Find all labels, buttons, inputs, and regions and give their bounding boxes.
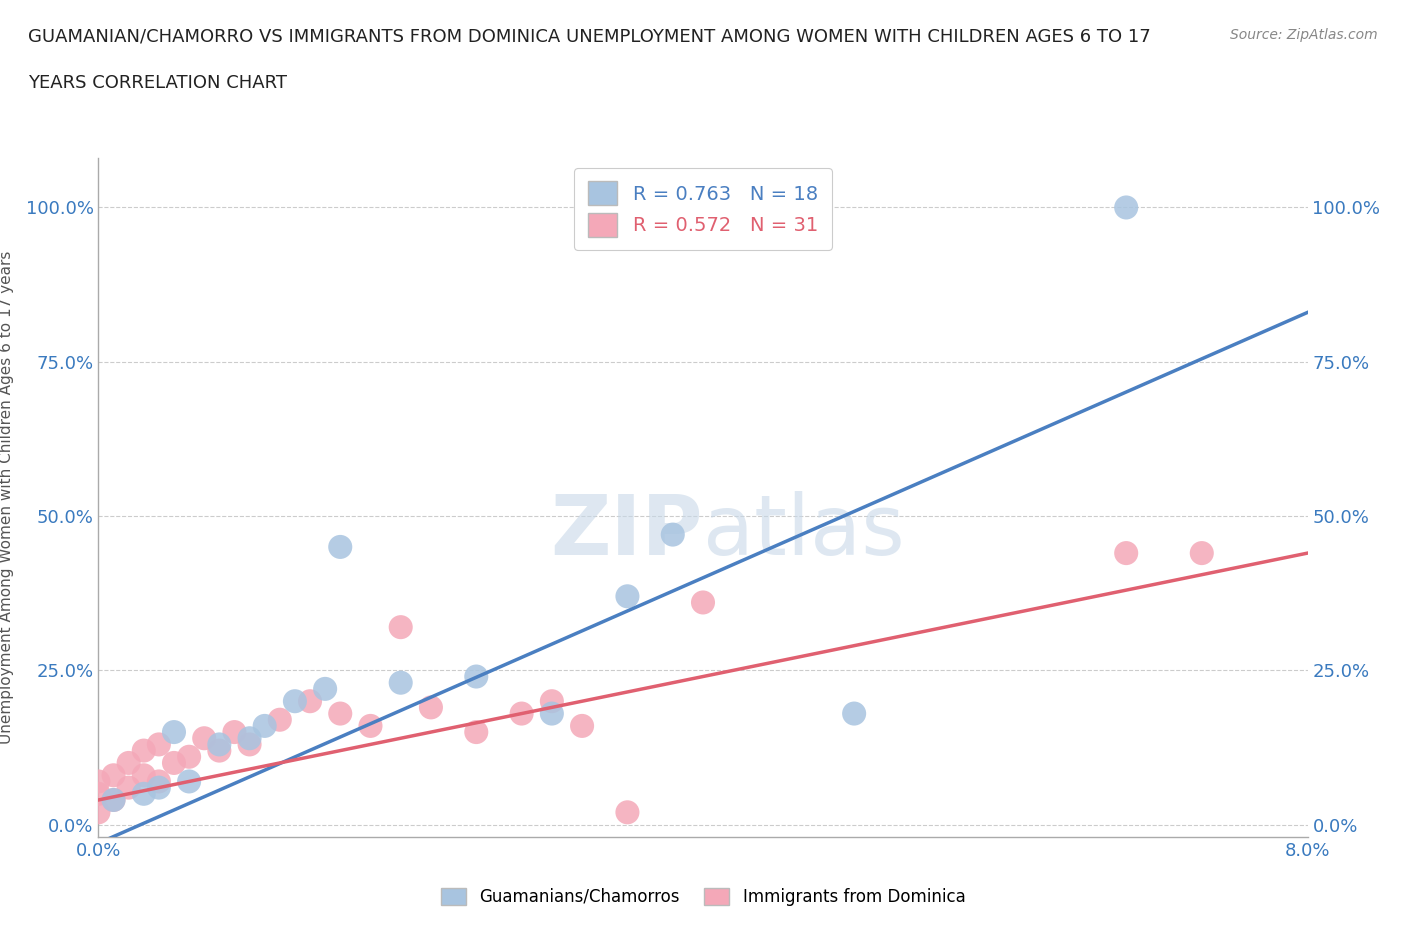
Point [1191,546,1213,561]
Point [571,719,593,734]
Point [132,743,155,758]
Point [132,768,155,783]
Text: Source: ZipAtlas.com: Source: ZipAtlas.com [1230,28,1378,42]
Point [179,750,201,764]
Point [132,787,155,802]
Legend: R = 0.763   N = 18, R = 0.572   N = 31: R = 0.763 N = 18, R = 0.572 N = 31 [575,167,831,250]
Point [329,539,352,554]
Point [87,804,110,819]
Point [510,706,533,721]
Point [1115,546,1137,561]
Point [253,719,276,734]
Text: GUAMANIAN/CHAMORRO VS IMMIGRANTS FROM DOMINICA UNEMPLOYMENT AMONG WOMEN WITH CHI: GUAMANIAN/CHAMORRO VS IMMIGRANTS FROM DO… [28,28,1152,46]
Point [1115,200,1137,215]
Point [239,737,262,751]
Point [103,792,125,807]
Point [389,619,412,634]
Point [692,595,714,610]
Point [662,527,685,542]
Point [163,724,186,739]
Point [465,669,488,684]
Point [420,700,443,715]
Point [224,724,246,739]
Point [541,706,564,721]
Point [208,737,231,751]
Point [616,589,638,604]
Point [148,780,170,795]
Point [103,768,125,783]
Point [269,712,291,727]
Y-axis label: Unemployment Among Women with Children Ages 6 to 17 years: Unemployment Among Women with Children A… [0,251,14,744]
Legend: Guamanians/Chamorros, Immigrants from Dominica: Guamanians/Chamorros, Immigrants from Do… [434,881,972,912]
Point [299,694,322,709]
Point [148,774,170,789]
Point [118,780,141,795]
Point [87,774,110,789]
Point [541,694,564,709]
Point [179,774,201,789]
Point [103,792,125,807]
Text: atlas: atlas [703,491,904,572]
Point [193,731,215,746]
Point [118,755,141,770]
Point [284,694,307,709]
Point [163,755,186,770]
Point [208,743,231,758]
Point [616,804,638,819]
Point [329,706,352,721]
Point [148,737,170,751]
Text: ZIP: ZIP [551,491,703,572]
Point [314,682,336,697]
Point [465,724,488,739]
Point [844,706,866,721]
Text: YEARS CORRELATION CHART: YEARS CORRELATION CHART [28,74,287,92]
Point [87,787,110,802]
Point [389,675,412,690]
Point [239,731,262,746]
Point [360,719,382,734]
